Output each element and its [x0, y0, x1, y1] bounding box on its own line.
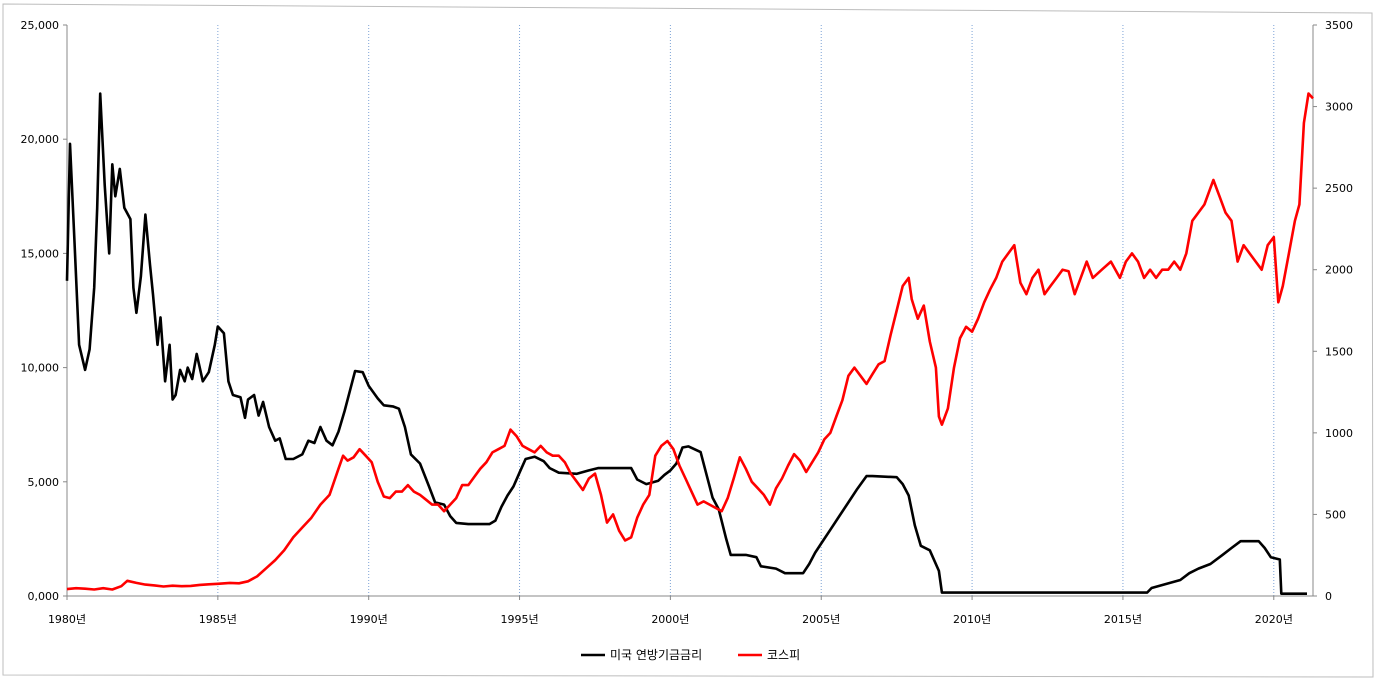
- y-right-tick-label: 2500: [1325, 182, 1353, 195]
- series-line-fedfunds: [65, 92, 1307, 595]
- series: [65, 92, 1314, 595]
- x-tick-label: 2005년: [802, 613, 840, 626]
- tick-labels: 1980년 1985년 1990년 1995년 2000년 2005년 2010년 2015년…: [21, 19, 1354, 626]
- y-left-tick-label: 20,000: [21, 133, 60, 146]
- x-tick-label: 1980년: [48, 613, 86, 626]
- x-tick-label: 2000년: [651, 613, 689, 626]
- legend-label-kospi: 코스피: [767, 648, 800, 662]
- x-tick-label: 2020년: [1255, 613, 1293, 626]
- legend-label-fedfunds: 미국 연방기금금리: [610, 648, 702, 662]
- y-left-tick-label: 10,000: [21, 362, 60, 375]
- x-tick-label: 1985년: [199, 613, 237, 626]
- series-line-kospi: [66, 92, 1314, 591]
- x-tick-label: 1995년: [500, 613, 538, 626]
- x-tick-label: 2015년: [1104, 613, 1142, 626]
- grid: [217, 25, 1275, 596]
- x-tick-label: 1990년: [350, 613, 388, 626]
- legend: 미국 연방기금금리 코스피: [581, 648, 800, 662]
- y-right-tick-label: 1000: [1325, 427, 1353, 440]
- x-tick-label: 2010년: [953, 613, 991, 626]
- axes: [66, 25, 1314, 597]
- y-left-tick-label: 5,000: [28, 476, 60, 489]
- y-left-tick-label: 0,000: [28, 590, 60, 603]
- y-right-tick-label: 2000: [1325, 264, 1353, 277]
- chart-frame: [2, 3, 1374, 678]
- y-right-tick-label: 3500: [1325, 19, 1353, 32]
- y-right-tick-label: 3000: [1325, 101, 1353, 114]
- y-right-tick-label: 1500: [1325, 345, 1353, 358]
- y-left-tick-label: 15,000: [21, 247, 60, 260]
- y-left-tick-label: 25,000: [21, 19, 60, 32]
- y-right-tick-label: 500: [1325, 508, 1346, 521]
- y-right-tick-label: 0: [1325, 590, 1332, 603]
